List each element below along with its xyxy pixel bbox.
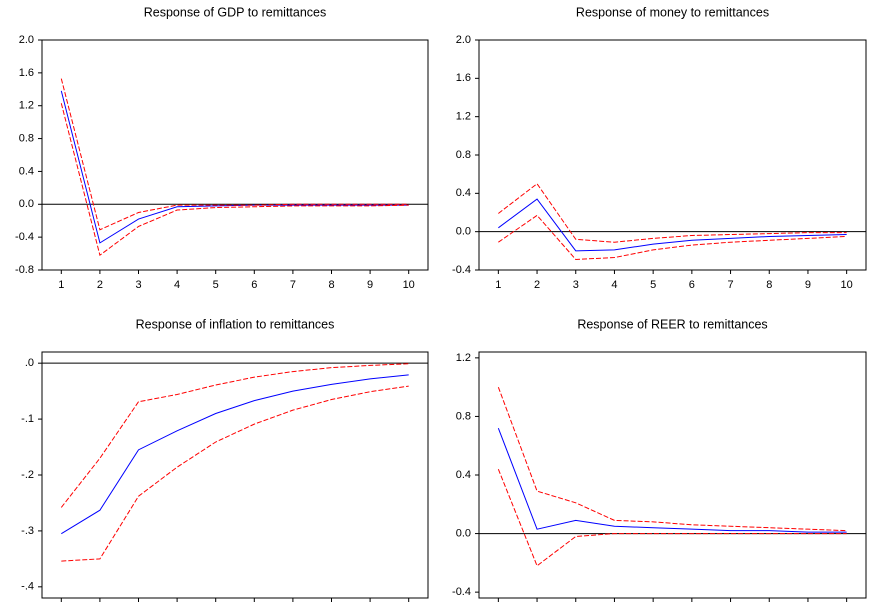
y-tick-label: 2.0 [19, 34, 34, 46]
plot-frame [41, 39, 429, 271]
plot-frame [478, 39, 867, 271]
series-line [61, 374, 409, 535]
y-tick-label: -.2 [21, 469, 34, 481]
x-tick-label: 10 [841, 279, 853, 291]
x-tick-label: 6 [689, 279, 695, 291]
y-tick-label: -.1 [21, 413, 34, 425]
series-line [60, 363, 409, 508]
x-tick-label: 4 [174, 279, 180, 291]
series-line [497, 386, 847, 532]
x-tick-label: 7 [727, 279, 733, 291]
y-tick-label: -.3 [21, 525, 34, 537]
y-tick-label: -.4 [21, 581, 34, 593]
y-tick-label: 0.8 [456, 149, 471, 161]
series-line [498, 183, 847, 243]
y-tick-label: 0.0 [456, 527, 471, 539]
series-line [498, 214, 847, 260]
series-line [60, 90, 409, 244]
x-tick-label: 8 [328, 279, 334, 291]
series-line [60, 103, 409, 257]
y-tick-label: 1.6 [456, 72, 471, 84]
y-tick-label: -0.4 [15, 231, 34, 243]
y-tick-label: -0.8 [15, 264, 34, 276]
y-tick-label: 1.6 [19, 67, 34, 79]
x-tick-label: 6 [251, 279, 257, 291]
y-tick-label: 1.2 [456, 111, 471, 123]
y-tick-label: 0.4 [19, 165, 34, 177]
series-line [60, 78, 409, 231]
x-tick-label: 3 [135, 279, 141, 291]
y-tick-label: -0.4 [452, 264, 471, 276]
x-tick-label: 1 [495, 279, 501, 291]
y-tick-label: 2.0 [456, 34, 471, 46]
y-tick-label: 0.4 [456, 469, 471, 481]
x-tick-label: 3 [573, 279, 579, 291]
series-line [61, 385, 409, 562]
chart-title: Response of REER to remittances [577, 317, 767, 331]
y-tick-label: 0.8 [19, 132, 34, 144]
series-line [497, 427, 847, 533]
y-tick-label: 0.0 [456, 226, 471, 238]
plot-frame [41, 351, 429, 599]
x-tick-label: 10 [403, 279, 415, 291]
plot-frame [478, 351, 867, 599]
x-tick-label: 8 [766, 279, 772, 291]
y-tick-label: 0.4 [456, 187, 471, 199]
y-tick-label: 0.0 [19, 198, 34, 210]
x-tick-label: 2 [534, 279, 540, 291]
x-tick-label: 2 [97, 279, 103, 291]
y-tick-label: .0 [25, 357, 34, 369]
y-tick-label: 1.2 [19, 100, 34, 112]
x-tick-label: 4 [611, 279, 617, 291]
x-tick-label: 5 [213, 279, 219, 291]
x-tick-label: 9 [367, 279, 373, 291]
chart-title: Response of inflation to remittances [136, 317, 335, 331]
y-tick-label: 1.2 [456, 352, 471, 364]
y-tick-label: -0.4 [452, 586, 471, 598]
x-tick-label: 9 [805, 279, 811, 291]
chart-title: Response of money to remittances [576, 5, 769, 19]
x-tick-label: 7 [290, 279, 296, 291]
series-line [497, 468, 847, 567]
x-tick-label: 1 [58, 279, 64, 291]
x-tick-label: 5 [650, 279, 656, 291]
chart-title: Response of GDP to remittances [144, 5, 327, 19]
series-line [498, 198, 847, 252]
y-tick-label: 0.8 [456, 410, 471, 422]
